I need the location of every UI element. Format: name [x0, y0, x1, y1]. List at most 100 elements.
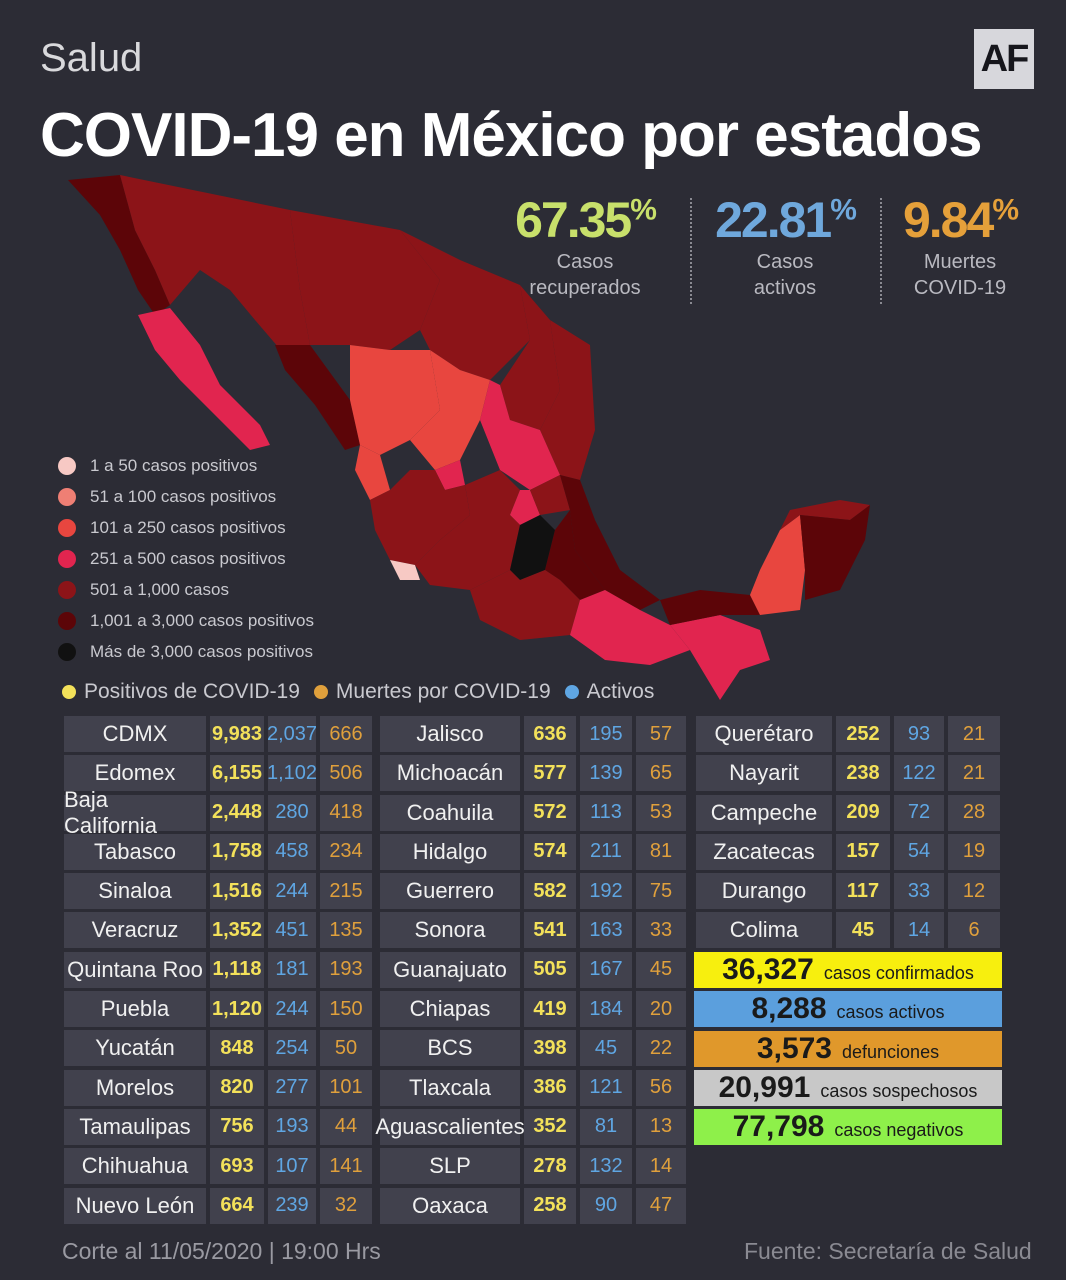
death-count: 234 [320, 833, 372, 870]
active-count: 93 [894, 716, 944, 752]
column-key: Positivos de COVID-19 Muertes por COVID-1… [62, 680, 668, 704]
positive-count: 848 [210, 1030, 264, 1067]
state-name: BCS [380, 1030, 520, 1067]
state-name: Puebla [64, 991, 206, 1028]
state-name: Querétaro [696, 716, 832, 752]
map-state-bcs [138, 308, 270, 450]
table-row: Veracruz 1,352 451 135 [64, 912, 376, 951]
table-row: Hidalgo 574 211 81 [380, 833, 690, 873]
active-count: 193 [268, 1108, 316, 1145]
legend-swatch [58, 611, 76, 630]
death-count: 56 [636, 1069, 686, 1106]
map-state-nayarit [355, 445, 390, 500]
legend-swatch [58, 487, 76, 506]
legend-swatch [58, 549, 76, 568]
death-count: 141 [320, 1148, 372, 1185]
positive-count: 693 [210, 1148, 264, 1185]
death-count: 32 [320, 1187, 372, 1224]
pct-active-value: 22.81% [700, 195, 870, 245]
active-count: 280 [268, 794, 316, 831]
death-count: 33 [636, 912, 686, 949]
summary-value: 36,327 [722, 953, 814, 986]
state-name: Chihuahua [64, 1148, 206, 1185]
positive-count: 278 [524, 1148, 576, 1185]
table-row: Oaxaca 258 90 47 [380, 1187, 690, 1227]
positive-count: 505 [524, 951, 576, 988]
map-state-hidalgo [530, 475, 570, 515]
table-row: BCS 398 45 22 [380, 1030, 690, 1069]
map-state-tamaulipas [540, 320, 595, 480]
map-state-sonora [120, 175, 310, 355]
positive-count: 258 [524, 1187, 576, 1224]
positive-count: 664 [210, 1187, 264, 1224]
map-state-chiapas [670, 615, 770, 700]
active-count: 107 [268, 1148, 316, 1185]
active-count: 184 [580, 991, 632, 1028]
legend-item: 251 a 500 casos positivos [58, 543, 314, 574]
key-item: Muertes por COVID-19 [313, 680, 551, 704]
pct-divider [690, 198, 692, 304]
pct-recovered: 67.35% Casos recuperados [490, 195, 680, 301]
state-name: Tabasco [64, 833, 206, 870]
state-name: CDMX [64, 716, 206, 752]
summary-box: 8,288 casos activos [694, 991, 1002, 1028]
pct-deaths-number: 9.84 [902, 192, 994, 248]
death-count: 19 [948, 833, 1000, 870]
positive-count: 1,120 [210, 991, 264, 1028]
map-state-aguascalientes [435, 460, 465, 490]
state-name: Coahuila [380, 794, 520, 831]
positive-count: 1,516 [210, 873, 264, 910]
active-count: 244 [268, 873, 316, 910]
source: Fuente: Secretaría de Salud [744, 1238, 1032, 1264]
state-name: Durango [696, 873, 832, 910]
positive-count: 582 [524, 873, 576, 910]
positive-count: 352 [524, 1108, 576, 1145]
state-name: Veracruz [64, 912, 206, 949]
positive-count: 574 [524, 833, 576, 870]
state-name: Michoacán [380, 755, 520, 792]
active-count: 192 [580, 873, 632, 910]
table-row: Tlaxcala 386 121 56 [380, 1069, 690, 1109]
active-count: 122 [894, 755, 944, 792]
table-row: Chihuahua 693 107 141 [64, 1148, 376, 1187]
table-row: Aguascalientes 352 81 13 [375, 1108, 690, 1148]
state-name: Baja California [64, 787, 206, 838]
pct-recovered-number: 67.35 [515, 192, 632, 248]
positive-count: 1,118 [210, 951, 264, 988]
legend-label: 501 a 1,000 casos [90, 579, 229, 599]
state-name: Chiapas [380, 991, 520, 1028]
key-label: Activos [586, 680, 655, 703]
legend-swatch [58, 518, 76, 537]
table-row: Jalisco 636 195 57 [380, 716, 690, 755]
active-count: 195 [580, 716, 632, 752]
table-row: Nayarit 238 122 21 [696, 755, 1004, 794]
legend-item: Más de 3,000 casos positivos [58, 636, 314, 667]
legend-label: 101 a 250 casos positivos [90, 517, 286, 537]
map-state-guanajuato [465, 470, 520, 515]
table-row: Tamaulipas 756 193 44 [64, 1108, 376, 1148]
legend-item: 51 a 100 casos positivos [58, 481, 314, 512]
legend-label: 1 a 50 casos positivos [90, 455, 258, 475]
pct-recovered-label-2: recuperados [529, 277, 641, 299]
map-state-zacatecas [410, 350, 490, 470]
active-count: 72 [894, 794, 944, 831]
active-count: 113 [580, 794, 632, 831]
death-count: 418 [320, 794, 372, 831]
legend-label: Más de 3,000 casos positivos [90, 641, 314, 661]
active-count: 451 [268, 912, 316, 949]
table-row: Coahuila 572 113 53 [380, 794, 690, 834]
legend-label: 51 a 100 casos positivos [90, 486, 277, 506]
pct-deaths-label-1: Muertes [923, 251, 997, 273]
key-swatch [564, 685, 579, 699]
map-state-nuevo-leon [500, 285, 560, 430]
table-row: Edomex 6,155 1,102 506 [64, 755, 376, 794]
map-state-coahuila [400, 230, 530, 380]
table-row: Guerrero 582 192 75 [380, 873, 690, 912]
table-column: Querétaro 252 93 21 Nayarit 238 122 21 Campeche 2… [696, 716, 1004, 952]
state-name: SLP [380, 1148, 520, 1185]
table-column: CDMX 9,983 2,037 666 Edomex 6,155 1,102 506 Baja… [64, 716, 376, 1227]
state-name: Tlaxcala [380, 1069, 520, 1106]
positive-count: 157 [836, 833, 890, 870]
key-item: Activos [564, 680, 655, 704]
table-row: Puebla 1,120 244 150 [64, 991, 376, 1030]
